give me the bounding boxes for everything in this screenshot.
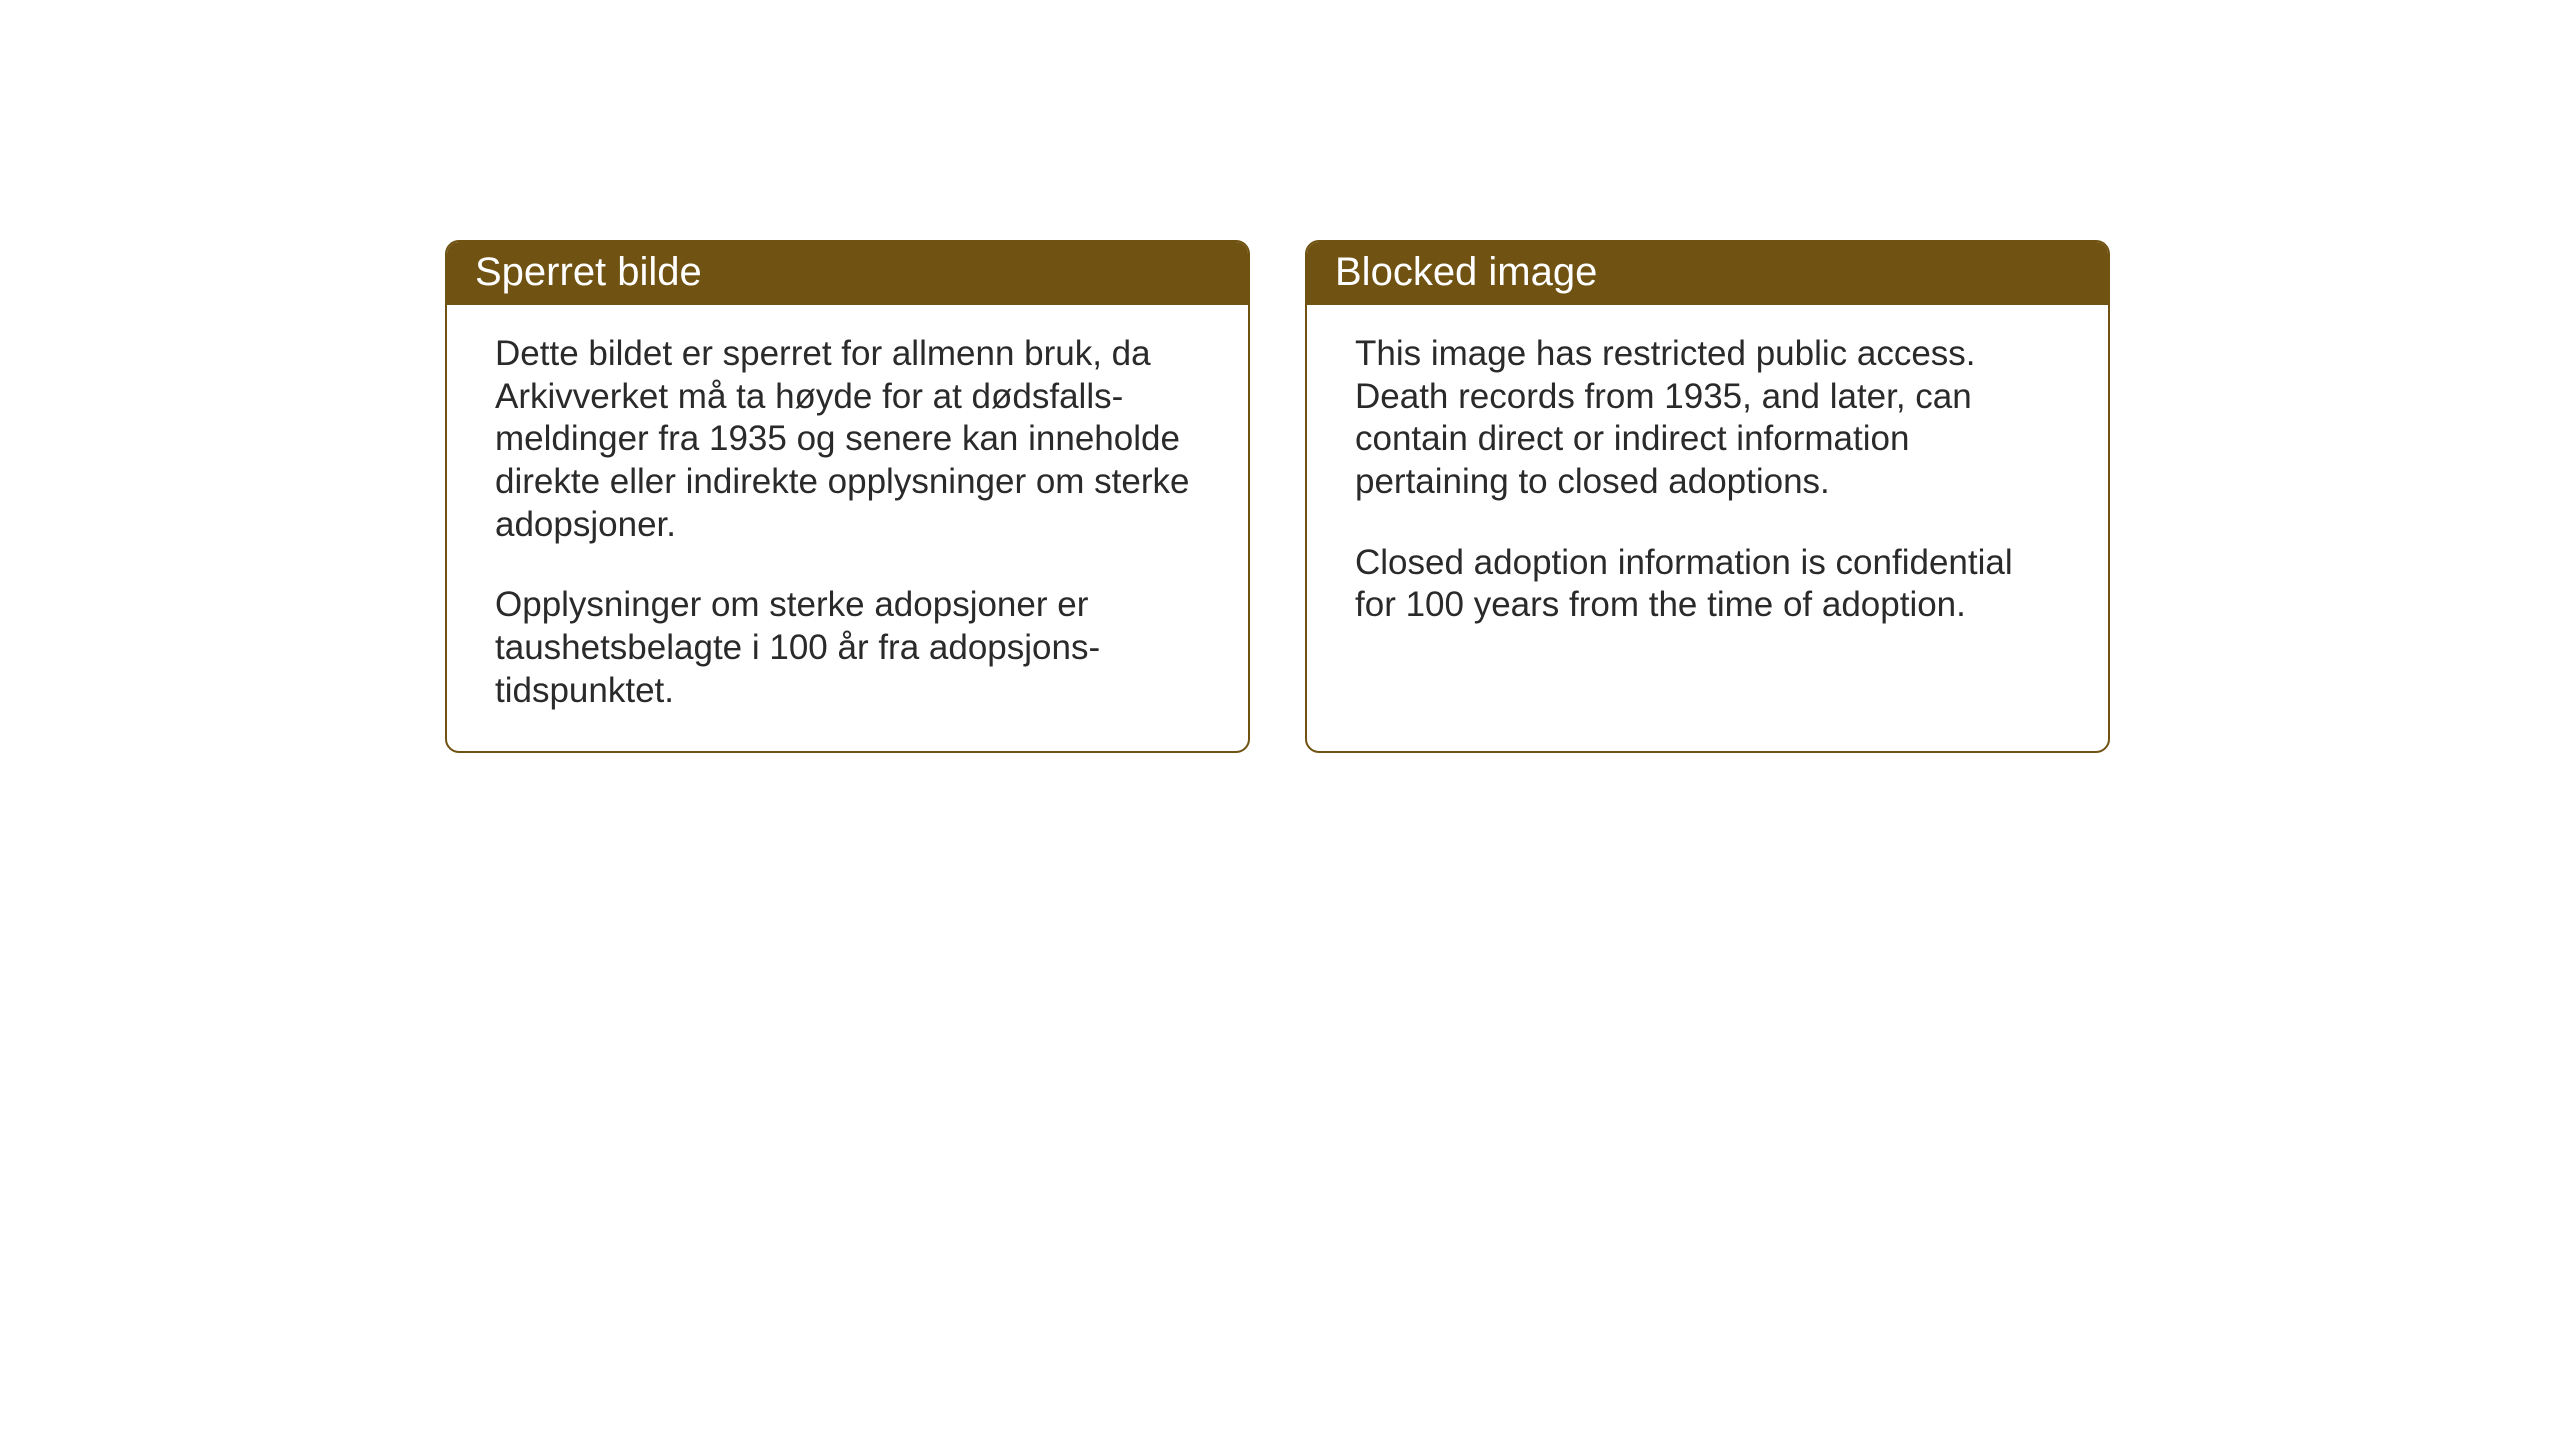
cards-container: Sperret bilde Dette bildet er sperret fo…: [445, 240, 2110, 753]
blocked-image-card-english: Blocked image This image has restricted …: [1305, 240, 2110, 753]
card-body-english: This image has restricted public access.…: [1307, 305, 2108, 745]
card-body-norwegian: Dette bildet er sperret for allmenn bruk…: [447, 305, 1248, 751]
card-paragraph-1-english: This image has restricted public access.…: [1355, 333, 2060, 504]
blocked-image-card-norwegian: Sperret bilde Dette bildet er sperret fo…: [445, 240, 1250, 753]
card-header-english: Blocked image: [1307, 242, 2108, 305]
card-header-norwegian: Sperret bilde: [447, 242, 1248, 305]
card-paragraph-2-norwegian: Opplysninger om sterke adopsjoner er tau…: [495, 584, 1200, 712]
card-paragraph-2-english: Closed adoption information is confident…: [1355, 542, 2060, 627]
card-paragraph-1-norwegian: Dette bildet er sperret for allmenn bruk…: [495, 333, 1200, 546]
